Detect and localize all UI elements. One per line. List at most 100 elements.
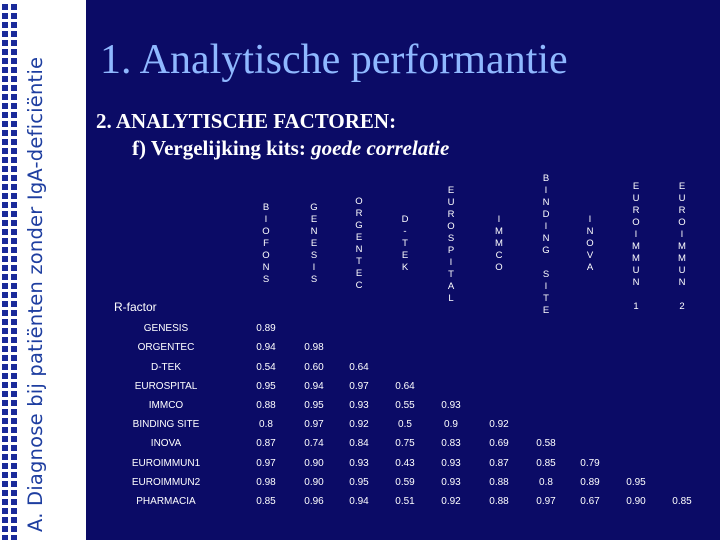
table-cell: 0.90 (626, 496, 646, 507)
table-cell: 0.89 (256, 323, 276, 334)
decorative-square (2, 310, 8, 316)
table-cell: 0.93 (441, 400, 461, 411)
decorative-square (2, 184, 8, 190)
table-cell: 0.97 (304, 419, 324, 430)
column-header-letter: S (447, 233, 455, 244)
column-header-letter: U (632, 193, 640, 204)
table-cell: 0.92 (349, 419, 369, 430)
column-header-letter: I (634, 229, 638, 240)
decorative-square (11, 112, 17, 118)
subtitle-line-2-emphasis: goede correlatie (311, 136, 450, 160)
decorative-square (11, 148, 17, 154)
column-header-letter: O (355, 196, 363, 207)
column-header-letter: E (355, 232, 363, 243)
decorative-square (2, 508, 8, 514)
column-header-letter: - (403, 226, 407, 237)
column-header-letter: T (402, 238, 408, 249)
decorative-square (11, 166, 17, 172)
column-header-letter: B (542, 173, 550, 184)
table-row-label: EUROIMMUN2 (131, 477, 201, 488)
decorative-square (2, 418, 8, 424)
decorative-square (2, 427, 8, 433)
decorative-square (2, 211, 8, 217)
table-cell: 0.90 (304, 477, 324, 488)
column-header-letter: E (401, 250, 409, 261)
decorative-square (2, 355, 8, 361)
decorative-square (11, 499, 17, 505)
table-row-label: INOVA (150, 438, 182, 449)
column-header-letter (626, 289, 646, 301)
table-cell: 0.95 (626, 477, 646, 488)
column-header-letter: R (632, 205, 640, 216)
column-header-letter: R (678, 205, 686, 216)
table-cell: 0.55 (395, 400, 415, 411)
column-header-letter: S (310, 274, 318, 285)
decorative-square (2, 400, 8, 406)
table-cell: 0.5 (398, 419, 412, 430)
column-header-letter: R (355, 208, 363, 219)
column-header-letter: S (262, 274, 270, 285)
decorative-square (2, 319, 8, 325)
decorative-square (11, 346, 17, 352)
decorative-square (11, 31, 17, 37)
table-cell: 0.88 (489, 496, 509, 507)
table-cell: 0.83 (441, 438, 461, 449)
column-header-letter: N (586, 226, 594, 237)
decorative-square (2, 13, 8, 19)
table-cell: 0.64 (349, 362, 369, 373)
decorative-square (11, 481, 17, 487)
decorative-square (2, 265, 8, 271)
decorative-square (11, 220, 17, 226)
column-header-letter: O (586, 238, 594, 249)
decorative-square (11, 364, 17, 370)
table-cell: 0.93 (349, 458, 369, 469)
column-header-letter: M (678, 241, 686, 252)
decorative-square (11, 445, 17, 451)
decorative-square (11, 400, 17, 406)
decorative-square (2, 166, 8, 172)
column-header-letter: G (310, 202, 318, 213)
decorative-square (2, 220, 8, 226)
decorative-square (11, 4, 17, 10)
decorative-square (11, 202, 17, 208)
column-header-letter: T (543, 293, 549, 304)
decorative-square (11, 76, 17, 82)
decorative-square (2, 364, 8, 370)
decorative-square (2, 328, 8, 334)
decorative-square (2, 85, 8, 91)
column-header-letter: E (310, 214, 318, 225)
decorative-square (11, 328, 17, 334)
decorative-square (2, 463, 8, 469)
decorative-square (11, 472, 17, 478)
column-header-letter: U (632, 265, 640, 276)
column-header-letter: N (542, 233, 550, 244)
decorative-square (11, 535, 17, 540)
column-header-letter: E (355, 268, 363, 279)
column-header-letter: M (632, 253, 640, 264)
decorative-square (2, 22, 8, 28)
table-cell: 0.43 (395, 458, 415, 469)
table-cell: 0.85 (672, 496, 692, 507)
decorative-square (2, 238, 8, 244)
decorative-square (11, 490, 17, 496)
column-header-letter: O (262, 226, 270, 237)
column-header-letter: N (678, 277, 686, 288)
rfactor-label: R-factor (114, 300, 157, 314)
decorative-square (11, 94, 17, 100)
column-header-letter: 1 (633, 301, 639, 312)
decorative-square (11, 13, 17, 19)
table-row-label: IMMCO (148, 400, 184, 411)
decorative-square (2, 481, 8, 487)
column-header-letter: R (447, 209, 455, 220)
table-cell: 0.98 (304, 342, 324, 353)
column-header-letter: N (310, 226, 318, 237)
decorative-square (2, 490, 8, 496)
table-cell: 0.9 (444, 419, 458, 430)
decorative-square (11, 256, 17, 262)
table-cell: 0.69 (489, 438, 509, 449)
table-cell: 0.97 (349, 381, 369, 392)
